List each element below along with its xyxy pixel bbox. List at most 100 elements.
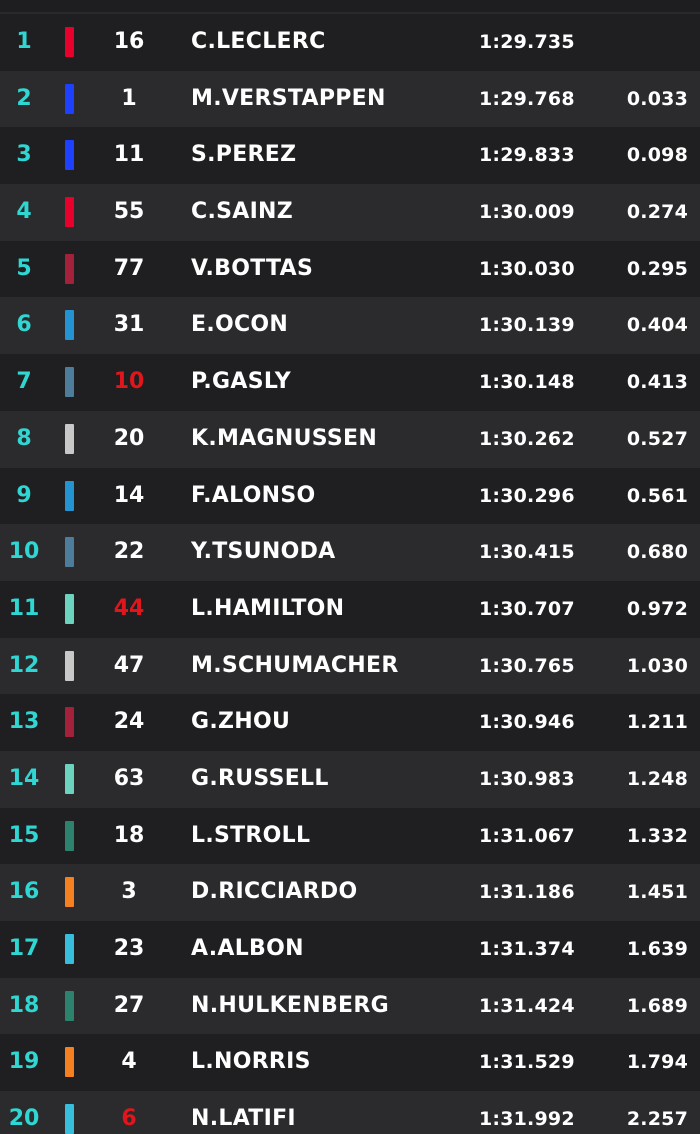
- position-cell: 16: [8, 879, 40, 905]
- car-number-cell: 44: [113, 595, 145, 621]
- team-color-bar: [65, 593, 74, 624]
- lap-time-cell: 1:30.148: [479, 371, 575, 394]
- team-color-bar: [65, 1047, 74, 1078]
- gap-cell: 0.404: [626, 314, 688, 337]
- lap-time-cell: 1:30.139: [479, 314, 575, 337]
- team-color-bar: [65, 877, 74, 908]
- position-cell: 13: [8, 709, 40, 735]
- gap-cell: 0.561: [626, 484, 688, 507]
- gap-cell: 0.274: [626, 201, 688, 224]
- position-cell: 11: [8, 595, 40, 621]
- driver-name-cell: G.ZHOU: [191, 709, 291, 735]
- gap-cell: 0.972: [626, 597, 688, 620]
- table-row: 4 55 C.SAINZ 1:30.009 0.274: [0, 184, 700, 241]
- driver-name-cell: Y.TSUNODA: [191, 539, 336, 565]
- driver-name-cell: N.HULKENBERG: [191, 992, 389, 1018]
- car-number-cell: 27: [113, 992, 145, 1018]
- driver-name-cell: M.SCHUMACHER: [191, 652, 399, 678]
- header-strip: [0, 0, 700, 14]
- team-color-bar: [65, 650, 74, 681]
- position-cell: 3: [16, 142, 32, 168]
- table-row: 1 16 C.LECLERC 1:29.735: [0, 14, 700, 71]
- position-cell: 19: [8, 1049, 40, 1075]
- position-cell: 5: [16, 255, 32, 281]
- gap-cell: 0.033: [626, 87, 688, 110]
- table-row: 2 1 M.VERSTAPPEN 1:29.768 0.033: [0, 70, 700, 128]
- lap-time-cell: 1:30.415: [479, 541, 575, 564]
- driver-name-cell: A.ALBON: [191, 936, 304, 961]
- car-number-cell: 24: [113, 709, 145, 735]
- team-color-bar: [65, 140, 74, 171]
- car-number-cell: 20: [113, 425, 145, 451]
- team-color-bar: [65, 197, 74, 228]
- driver-name-cell: V.BOTTAS: [191, 255, 314, 281]
- car-number-cell: 11: [113, 142, 145, 168]
- table-row: 10 22 Y.TSUNODA 1:30.415 0.680: [0, 524, 700, 581]
- driver-name-cell: P.GASLY: [191, 369, 291, 395]
- table-row: 12 47 M.SCHUMACHER 1:30.765 1.030: [0, 637, 700, 695]
- driver-name-cell: L.HAMILTON: [191, 595, 345, 621]
- table-row: 6 31 E.OCON 1:30.139 0.404: [0, 297, 700, 355]
- driver-name-cell: G.RUSSELL: [191, 765, 329, 791]
- gap-cell: 1.248: [626, 767, 688, 790]
- lap-time-cell: 1:30.707: [479, 597, 575, 620]
- car-number-cell: 31: [113, 312, 145, 338]
- table-row: 8 20 K.MAGNUSSEN 1:30.262 0.527: [0, 410, 700, 468]
- lap-time-cell: 1:31.424: [479, 994, 575, 1017]
- car-number-cell: 1: [121, 85, 137, 111]
- gap-cell: 1.639: [626, 938, 688, 960]
- team-color-bar: [65, 1104, 74, 1134]
- gap-cell: 0.527: [626, 427, 688, 450]
- driver-name-cell: L.STROLL: [191, 822, 311, 848]
- table-row: 9 14 F.ALONSO 1:30.296 0.561: [0, 467, 700, 525]
- table-row: 5 77 V.BOTTAS 1:30.030 0.295: [0, 240, 700, 298]
- position-cell: 1: [16, 29, 32, 54]
- gap-cell: 0.680: [626, 541, 688, 564]
- gap-cell: 0.413: [626, 371, 688, 394]
- position-cell: 14: [8, 765, 40, 791]
- lap-time-cell: 1:30.946: [479, 711, 575, 734]
- gap-cell: 0.098: [626, 144, 688, 167]
- team-color-bar: [65, 27, 74, 57]
- car-number-cell: 16: [113, 29, 145, 54]
- gap-cell: 1.689: [626, 994, 688, 1017]
- position-cell: 2: [16, 85, 32, 111]
- team-color-bar: [65, 253, 74, 284]
- position-cell: 6: [16, 312, 32, 338]
- table-row: 3 11 S.PEREZ 1:29.833 0.098: [0, 127, 700, 185]
- driver-name-cell: F.ALONSO: [191, 482, 316, 508]
- lap-time-cell: 1:31.992: [479, 1108, 575, 1131]
- gap-cell: [598, 14, 688, 71]
- team-color-bar: [65, 990, 74, 1021]
- lap-time-cell: 1:30.030: [479, 257, 575, 280]
- position-cell: 8: [16, 425, 32, 451]
- table-row: 15 18 L.STROLL 1:31.067 1.332: [0, 807, 700, 865]
- driver-name-cell: M.VERSTAPPEN: [191, 85, 386, 111]
- team-color-bar: [65, 707, 74, 738]
- driver-name-cell: E.OCON: [191, 312, 289, 338]
- car-number-cell: 63: [113, 765, 145, 791]
- gap-cell: 2.257: [626, 1108, 688, 1131]
- driver-name-cell: S.PEREZ: [191, 142, 297, 168]
- car-number-cell: 18: [113, 822, 145, 848]
- position-cell: 4: [16, 199, 32, 225]
- lap-time-cell: 1:31.529: [479, 1051, 575, 1074]
- lap-time-cell: 1:29.735: [479, 31, 575, 53]
- car-number-cell: 4: [121, 1049, 137, 1075]
- table-row: 18 27 N.HULKENBERG 1:31.424 1.689: [0, 977, 700, 1035]
- driver-name-cell: N.LATIFI: [191, 1106, 296, 1132]
- team-color-bar: [65, 934, 74, 964]
- lap-time-cell: 1:30.983: [479, 767, 575, 790]
- table-row: 16 3 D.RICCIARDO 1:31.186 1.451: [0, 864, 700, 921]
- results-list: 1 16 C.LECLERC 1:29.735 2 1 M.VERSTAPPEN 1:29.7…: [0, 14, 700, 1134]
- gap-cell: 1.211: [626, 711, 688, 734]
- car-number-cell: 6: [121, 1106, 137, 1132]
- gap-cell: 1.794: [626, 1051, 688, 1074]
- table-row: 20 6 N.LATIFI 1:31.992 2.257: [0, 1091, 700, 1134]
- lap-time-cell: 1:31.067: [479, 824, 575, 847]
- lap-time-cell: 1:30.765: [479, 654, 575, 677]
- car-number-cell: 3: [121, 879, 137, 905]
- driver-name-cell: L.NORRIS: [191, 1049, 311, 1075]
- table-row: 11 44 L.HAMILTON 1:30.707 0.972: [0, 580, 700, 638]
